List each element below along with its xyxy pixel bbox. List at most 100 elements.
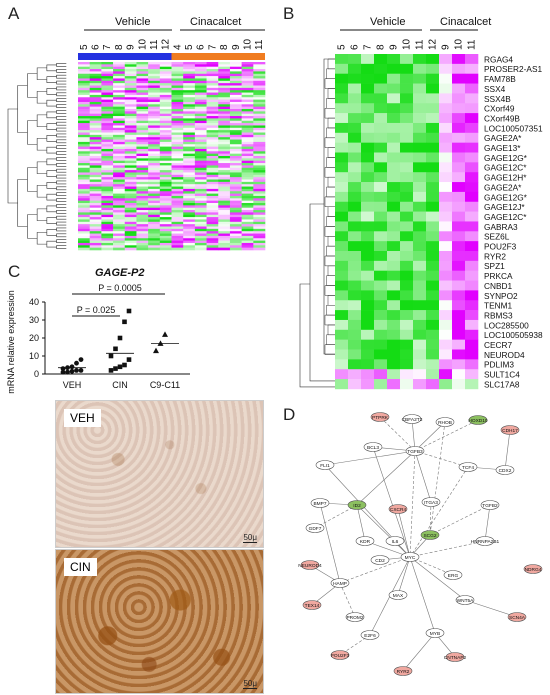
heatmap-cell xyxy=(171,132,184,136)
heatmap-cell xyxy=(374,73,388,84)
heatmap-cell xyxy=(413,122,427,134)
heatmap-cell xyxy=(253,160,266,164)
heatmap-cell xyxy=(113,78,126,82)
heatmap-cell xyxy=(229,240,242,244)
heatmap-cell xyxy=(335,122,349,134)
heatmap-cell xyxy=(113,203,126,206)
heatmap-cell xyxy=(171,217,184,220)
heatmap-cell xyxy=(136,94,149,98)
heatmap-cell xyxy=(159,177,172,180)
heatmap-cell xyxy=(113,207,126,211)
heatmap-cell xyxy=(241,235,254,239)
heatmap-cell xyxy=(113,156,126,159)
heatmap-cell xyxy=(89,97,102,100)
heatmap-cell xyxy=(183,224,196,227)
heatmap-cell xyxy=(89,160,102,164)
heatmap-cell xyxy=(335,54,349,65)
heatmap-cell xyxy=(218,156,231,159)
heatmap-cell xyxy=(439,122,453,134)
heatmap-cell xyxy=(183,137,196,140)
network-node-label: BMP7 xyxy=(313,501,326,507)
heatmap-cell xyxy=(183,73,196,77)
heatmap-cell xyxy=(78,71,90,75)
heatmap-cell xyxy=(206,139,219,143)
heatmap-cell xyxy=(113,106,126,110)
heatmap-cell xyxy=(218,247,231,251)
heatmap-cell xyxy=(218,85,231,89)
heatmap-cell xyxy=(229,195,242,199)
heatmap-cell xyxy=(348,113,362,124)
heatmap-cell xyxy=(241,116,254,119)
heatmap-cell xyxy=(335,369,349,380)
network-edge xyxy=(409,540,486,558)
heatmap-cell xyxy=(253,181,266,185)
network-node xyxy=(330,578,350,588)
data-point-square xyxy=(117,335,123,341)
heatmap-cell xyxy=(78,221,90,225)
heatmap-cell xyxy=(439,349,453,360)
heatmap-cell xyxy=(101,210,114,213)
heatmap-cell xyxy=(426,54,440,65)
heatmap-cell xyxy=(136,123,149,126)
heatmap-cell xyxy=(229,170,242,173)
heatmap-cell xyxy=(124,210,137,213)
heatmap-cell xyxy=(148,240,161,244)
heatmap-cell xyxy=(413,359,427,370)
heatmap-cell xyxy=(241,181,254,185)
heatmap-cell xyxy=(136,240,149,244)
heatmap-cell xyxy=(374,93,388,104)
heatmap-cell xyxy=(148,141,161,145)
network-node xyxy=(425,628,445,638)
heatmap-cell xyxy=(374,280,388,291)
heatmap-cell xyxy=(171,158,184,161)
veh-scale-bar: 50μ xyxy=(243,533,257,543)
heatmap-cell xyxy=(78,158,90,161)
heatmap-cell xyxy=(171,113,184,117)
heatmap-cell xyxy=(348,251,362,262)
heatmap-cell xyxy=(241,158,254,161)
heatmap-cell xyxy=(136,228,149,232)
heatmap-cell xyxy=(136,160,149,164)
heatmap-cell xyxy=(361,201,375,212)
heatmap-cell xyxy=(426,329,440,340)
heatmap-cell xyxy=(218,113,231,117)
heatmap-cell xyxy=(361,63,375,74)
heatmap-cell xyxy=(465,221,479,232)
heatmap-cell xyxy=(335,359,349,370)
network-node-label: HNRNPA2B1 xyxy=(471,539,500,545)
heatmap-cell xyxy=(206,195,219,199)
heatmap-cell xyxy=(159,127,172,131)
heatmap-cell xyxy=(148,130,161,133)
heatmap-cell xyxy=(159,66,172,70)
heatmap-cell xyxy=(113,120,126,124)
heatmap-cell xyxy=(194,146,207,150)
heatmap-cell xyxy=(218,188,231,192)
heatmap-cell xyxy=(148,139,161,143)
heatmap-cell xyxy=(452,221,466,232)
heatmap-cell xyxy=(452,113,466,124)
heatmap-cell xyxy=(218,97,231,100)
heatmap-cell xyxy=(387,152,401,163)
heatmap-cell xyxy=(241,200,254,204)
heatmap-cell xyxy=(206,106,219,110)
heatmap-cell xyxy=(136,73,149,77)
heatmap-cell xyxy=(78,153,90,157)
data-point-triangle xyxy=(162,331,168,337)
heatmap-cell xyxy=(101,80,114,84)
heatmap-cell xyxy=(439,290,453,301)
heatmap-cell xyxy=(241,226,254,230)
heatmap-cell xyxy=(374,241,388,252)
heatmap-cell xyxy=(229,174,242,178)
heatmap-cell xyxy=(89,172,102,176)
heatmap-cell xyxy=(124,228,137,232)
heatmap-cell xyxy=(253,104,266,107)
dendrogram-branch xyxy=(46,146,57,154)
heatmap-cell xyxy=(183,158,196,161)
heatmap-cell xyxy=(159,221,172,225)
heatmap-cell xyxy=(183,106,196,110)
heatmap-cell xyxy=(171,109,184,112)
heatmap-cell xyxy=(206,165,219,169)
heatmap-cell xyxy=(426,251,440,262)
heatmap-cell xyxy=(194,186,207,190)
heatmap-cell xyxy=(413,152,427,163)
